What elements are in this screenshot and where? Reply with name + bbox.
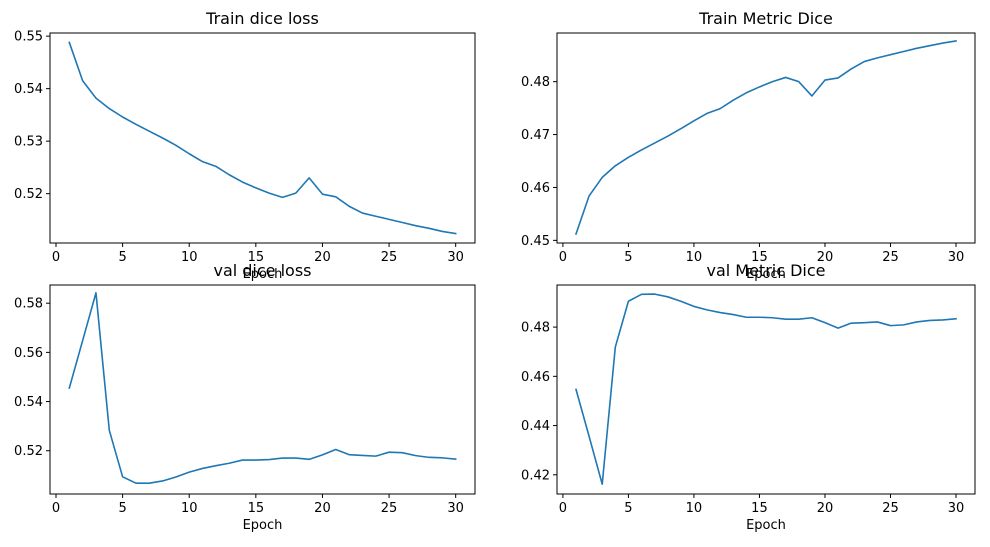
train-metric-dice-ytick-label: 0.47 xyxy=(521,128,550,143)
train-metric-dice-axes-frame xyxy=(556,32,976,244)
train-dice-loss-series-line xyxy=(68,41,457,235)
val-metric-dice-xtick-label: 20 xyxy=(817,501,834,516)
val-metric-dice-xtick-label: 25 xyxy=(882,501,899,516)
train-metric-dice-ytick-label: 0.45 xyxy=(521,234,550,249)
val-metric-dice-panel: 0 5 10 15 20 25 30 0.42 0.44 0.46 0.48 val Metric D… xyxy=(521,261,976,533)
train-dice-loss-axes-frame xyxy=(49,32,476,244)
train-dice-loss-xtick-label: 5 xyxy=(118,250,126,265)
val-dice-loss-xtick-label: 30 xyxy=(447,501,464,516)
train-metric-dice-panel: 0 5 10 15 20 25 30 0.45 0.46 0.47 0.48 Train Metric… xyxy=(521,9,976,282)
val-dice-loss-ytick-label: 0.54 xyxy=(14,395,43,410)
train-dice-loss-panel: 0 5 10 15 20 25 30 0.52 0.53 0.54 0.55 Train dice l… xyxy=(14,9,476,282)
val-metric-dice-xtick-label: 0 xyxy=(559,501,567,516)
train-metric-dice-title: Train Metric Dice xyxy=(698,9,833,28)
val-metric-dice-xtick-label: 30 xyxy=(948,501,965,516)
train-metric-dice-xtick-label: 15 xyxy=(751,250,768,265)
val-metric-dice-ytick-label: 0.44 xyxy=(521,419,550,434)
train-metric-dice-xtick-label: 0 xyxy=(559,250,567,265)
train-metric-dice-series-line xyxy=(574,40,957,236)
val-dice-loss-ytick-label: 0.52 xyxy=(14,444,43,459)
train-dice-loss-ytick-label: 0.55 xyxy=(14,30,43,45)
train-metric-dice-xtick-label: 5 xyxy=(624,250,632,265)
train-metric-dice-xtick-label: 25 xyxy=(882,250,899,265)
train-dice-loss-xtick-label: 0 xyxy=(52,250,60,265)
train-dice-loss-xtick-label: 10 xyxy=(181,250,198,265)
val-metric-dice-ytick-label: 0.46 xyxy=(521,370,550,385)
val-dice-loss-ytick-label: 0.56 xyxy=(14,346,43,361)
val-metric-dice-xlabel: Epoch xyxy=(746,518,786,533)
val-metric-dice-xtick-label: 5 xyxy=(624,501,632,516)
train-metric-dice-xtick-label: 20 xyxy=(817,250,834,265)
train-dice-loss-xtick-label: 25 xyxy=(381,250,398,265)
val-dice-loss-xtick-label: 15 xyxy=(248,501,265,516)
train-dice-loss-xlabel: Epoch xyxy=(243,267,283,282)
val-metric-dice-ytick-label: 0.42 xyxy=(521,468,550,483)
val-dice-loss-panel: 0 5 10 15 20 25 30 0.52 0.54 0.56 0.58 val dice los… xyxy=(14,261,476,533)
val-metric-dice-ytick-label: 0.48 xyxy=(521,321,550,336)
val-dice-loss-xtick-label: 25 xyxy=(381,501,398,516)
val-metric-dice-axes-frame xyxy=(556,284,976,495)
val-dice-loss-xtick-label: 10 xyxy=(181,501,198,516)
val-metric-dice-title: val Metric Dice xyxy=(706,261,825,280)
val-dice-loss-title: val dice loss xyxy=(213,261,311,280)
val-dice-loss-xtick-label: 0 xyxy=(52,501,60,516)
train-dice-loss-ytick-label: 0.52 xyxy=(14,187,43,202)
val-dice-loss-ytick-label: 0.58 xyxy=(14,297,43,312)
train-metric-dice-xtick-label: 10 xyxy=(686,250,703,265)
train-dice-loss-ytick-label: 0.53 xyxy=(14,135,43,150)
val-dice-loss-xtick-label: 20 xyxy=(314,501,331,516)
val-metric-dice-xtick-label: 15 xyxy=(751,501,768,516)
train-dice-loss-title: Train dice loss xyxy=(205,9,319,28)
train-metric-dice-xtick-label: 30 xyxy=(948,250,965,265)
train-dice-loss-xtick-label: 15 xyxy=(248,250,265,265)
train-dice-loss-ytick-label: 0.54 xyxy=(14,82,43,97)
val-dice-loss-xlabel: Epoch xyxy=(243,518,283,533)
train-dice-loss-xtick-label: 30 xyxy=(447,250,464,265)
val-dice-loss-axes-frame xyxy=(49,284,476,495)
val-dice-loss-series-line xyxy=(68,292,457,484)
train-dice-loss-xtick-label: 20 xyxy=(314,250,331,265)
train-metric-dice-ytick-label: 0.46 xyxy=(521,181,550,196)
train-metric-dice-xlabel: Epoch xyxy=(746,267,786,282)
train-metric-dice-ytick-label: 0.48 xyxy=(521,75,550,90)
val-metric-dice-xtick-label: 10 xyxy=(686,501,703,516)
val-dice-loss-xtick-label: 5 xyxy=(118,501,126,516)
val-metric-dice-series-line xyxy=(575,293,957,485)
